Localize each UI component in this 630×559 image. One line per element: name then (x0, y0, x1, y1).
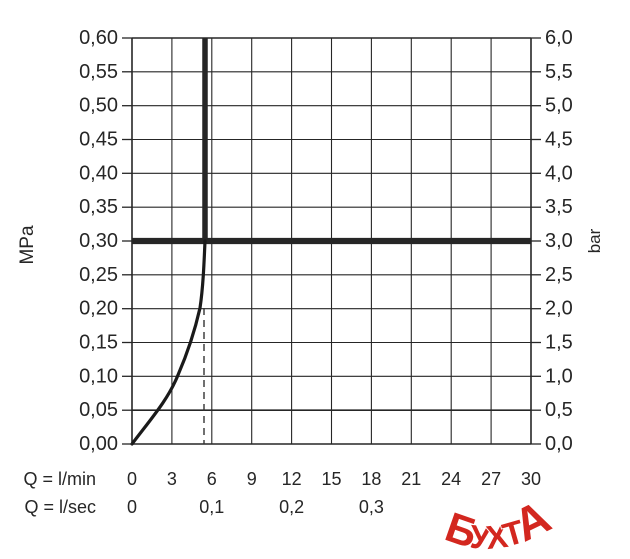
svg-text:0,1: 0,1 (199, 497, 224, 517)
svg-text:24: 24 (441, 469, 461, 489)
svg-text:0,5: 0,5 (545, 399, 573, 421)
svg-text:3,5: 3,5 (545, 196, 573, 218)
svg-text:БУХТА: БУХТА (440, 491, 557, 557)
svg-text:0,35: 0,35 (79, 196, 118, 218)
svg-text:0,20: 0,20 (79, 298, 118, 320)
svg-text:6: 6 (207, 469, 217, 489)
svg-text:2,5: 2,5 (545, 264, 573, 286)
svg-text:0,50: 0,50 (79, 95, 118, 117)
svg-text:4,5: 4,5 (545, 129, 573, 151)
svg-text:5,5: 5,5 (545, 61, 573, 83)
svg-text:0,60: 0,60 (79, 27, 118, 49)
svg-text:0,55: 0,55 (79, 61, 118, 83)
svg-text:0,10: 0,10 (79, 365, 118, 387)
svg-text:Q = l/sec: Q = l/sec (24, 497, 96, 517)
svg-text:0,30: 0,30 (79, 230, 118, 252)
svg-text:30: 30 (521, 469, 541, 489)
svg-text:0,45: 0,45 (79, 129, 118, 151)
svg-text:5,0: 5,0 (545, 95, 573, 117)
svg-text:9: 9 (247, 469, 257, 489)
svg-text:18: 18 (361, 469, 381, 489)
svg-text:0,40: 0,40 (79, 162, 118, 184)
svg-text:0,05: 0,05 (79, 399, 118, 421)
svg-text:0,3: 0,3 (359, 497, 384, 517)
svg-text:2,0: 2,0 (545, 298, 573, 320)
svg-text:1,0: 1,0 (545, 365, 573, 387)
svg-text:27: 27 (481, 469, 501, 489)
svg-text:21: 21 (401, 469, 421, 489)
svg-text:0: 0 (127, 497, 137, 517)
svg-text:bar: bar (585, 228, 604, 253)
svg-text:3: 3 (167, 469, 177, 489)
svg-text:15: 15 (321, 469, 341, 489)
svg-text:0,00: 0,00 (79, 433, 118, 455)
svg-text:Q = l/min: Q = l/min (23, 469, 96, 489)
svg-text:0,25: 0,25 (79, 264, 118, 286)
svg-text:MPa: MPa (17, 225, 38, 265)
svg-text:0,15: 0,15 (79, 332, 118, 354)
svg-text:4,0: 4,0 (545, 162, 573, 184)
svg-text:0: 0 (127, 469, 137, 489)
svg-text:12: 12 (282, 469, 302, 489)
svg-text:1,5: 1,5 (545, 332, 573, 354)
svg-text:0,2: 0,2 (279, 497, 304, 517)
svg-text:3,0: 3,0 (545, 230, 573, 252)
svg-text:0,0: 0,0 (545, 433, 573, 455)
svg-text:6,0: 6,0 (545, 27, 573, 49)
